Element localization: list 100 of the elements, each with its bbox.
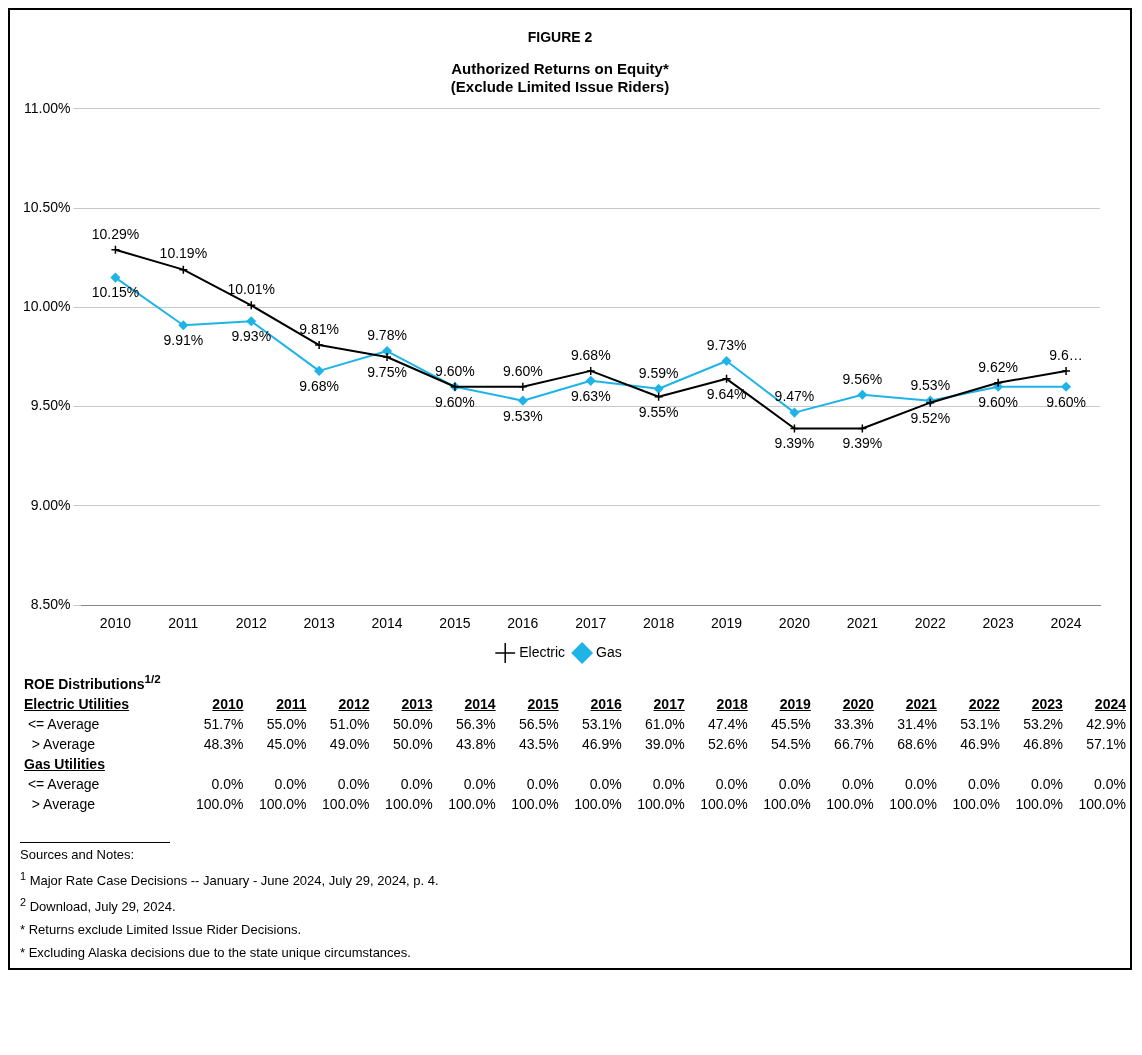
x-tick-label: 2020 bbox=[841, 694, 875, 714]
data-label: 100.0% bbox=[384, 794, 434, 814]
x-tick-label: 2021 bbox=[846, 615, 879, 632]
data-label: 9.81% bbox=[299, 320, 339, 337]
x-tick-label: 2024 bbox=[1093, 694, 1127, 714]
data-label: 66.7% bbox=[833, 734, 875, 754]
data-label: 0.0% bbox=[1030, 774, 1064, 794]
chart-title: ROE Distributions$^{1/2}$ bbox=[23, 671, 162, 694]
y-tick-label: <= Average bbox=[26, 774, 101, 794]
data-label: 47.4% bbox=[707, 714, 749, 734]
data-label: 39.0% bbox=[644, 734, 686, 754]
data-label: 50.0% bbox=[391, 734, 434, 754]
data-label: 9.53% bbox=[502, 407, 543, 424]
data-label: 0.0% bbox=[777, 774, 812, 794]
x-tick-label: 2019 bbox=[778, 694, 812, 714]
source-note: Sources and Notes: bbox=[20, 846, 136, 862]
data-label: 48.3% bbox=[202, 734, 245, 754]
data-label: 31.4% bbox=[896, 714, 938, 734]
data-label: 0.0% bbox=[399, 774, 434, 794]
y-tick-label: > Average bbox=[30, 734, 96, 754]
x-tick-label: 2020 bbox=[778, 615, 811, 632]
data-label: 9.39% bbox=[842, 435, 883, 452]
x-tick-label: 2017 bbox=[652, 694, 686, 714]
data-label: 10.01% bbox=[227, 281, 275, 298]
data-label: 100.0% bbox=[1014, 794, 1064, 814]
data-label: 9.60% bbox=[435, 362, 475, 379]
data-label: 9.93% bbox=[231, 328, 272, 345]
x-tick-label: 2017 bbox=[575, 615, 607, 632]
data-label: 100.0% bbox=[699, 794, 749, 814]
y-tick-label: 9.00% bbox=[30, 496, 71, 513]
data-label: 49.0% bbox=[328, 734, 371, 754]
data-label: 46.9% bbox=[959, 734, 1001, 754]
data-label: 43.8% bbox=[454, 734, 497, 754]
y-tick-label: 10.00% bbox=[23, 298, 71, 315]
legend-label: Electric bbox=[519, 643, 566, 660]
x-tick-label: 2018 bbox=[643, 615, 675, 632]
text: $^{1}$ Major Rate Case Decisions -- January - June 2024, July 29, 2024, p. 4. bbox=[20, 869, 440, 888]
x-tick-label: 2011 bbox=[275, 694, 308, 714]
x-tick-label: 2022 bbox=[914, 615, 947, 632]
data-label: 10.29% bbox=[91, 225, 140, 242]
x-tick-label: 2014 bbox=[463, 694, 497, 714]
data-label: 9.63% bbox=[570, 387, 611, 404]
x-tick-label: 2011 bbox=[168, 615, 199, 632]
data-label: 9.59% bbox=[638, 364, 679, 381]
data-label: 46.9% bbox=[581, 734, 623, 754]
y-tick-label: 8.50% bbox=[30, 596, 71, 613]
data-label: 45.5% bbox=[770, 714, 812, 734]
data-label: 0.0% bbox=[840, 774, 875, 794]
data-label: 9.73% bbox=[706, 336, 747, 353]
x-tick-label: 2022 bbox=[967, 694, 1001, 714]
x-tick-label: 2014 bbox=[371, 615, 403, 632]
data-label: 0.0% bbox=[588, 774, 623, 794]
data-label: 42.9% bbox=[1085, 714, 1127, 734]
data-label: 53.1% bbox=[959, 714, 1001, 734]
data-label: 9.64% bbox=[706, 385, 747, 402]
data-label: 9.78% bbox=[367, 326, 407, 343]
chart-title: FIGURE 2 bbox=[527, 29, 593, 46]
y-tick-label: Gas Utilities bbox=[23, 754, 106, 774]
x-tick-label: 2016 bbox=[507, 615, 539, 632]
data-label: 54.5% bbox=[770, 734, 812, 754]
data-label: 100.0% bbox=[636, 794, 686, 814]
data-label: 53.2% bbox=[1022, 714, 1064, 734]
x-tick-label: 2023 bbox=[1030, 694, 1064, 714]
data-label: 100.0% bbox=[762, 794, 812, 814]
x-tick-label: 2021 bbox=[904, 694, 938, 714]
x-tick-label: 2015 bbox=[526, 694, 560, 714]
text: * Returns exclude Limited Issue Rider Decisions. bbox=[20, 922, 303, 938]
data-label: 46.8% bbox=[1022, 734, 1064, 754]
x-tick-label: 2016 bbox=[589, 694, 623, 714]
data-label: 100.0% bbox=[258, 794, 308, 814]
data-label: 0.0% bbox=[966, 774, 1001, 794]
y-tick-label: 11.00% bbox=[24, 99, 71, 116]
data-label: 0.0% bbox=[462, 774, 497, 794]
y-tick-label: Electric Utilities bbox=[23, 694, 131, 714]
x-tick-label: 2012 bbox=[235, 615, 268, 632]
data-label: 100.0% bbox=[573, 794, 623, 814]
y-tick-label: > Average bbox=[30, 794, 96, 814]
data-label: 56.5% bbox=[517, 714, 560, 734]
data-label: 9.68% bbox=[299, 377, 339, 394]
x-tick-label: 2024 bbox=[1050, 615, 1082, 632]
x-tick-label: 2015 bbox=[439, 615, 471, 632]
data-label: 0.0% bbox=[903, 774, 938, 794]
data-label: 9.56% bbox=[842, 370, 883, 387]
data-label: 51.7% bbox=[202, 714, 245, 734]
data-label: 53.1% bbox=[581, 714, 623, 734]
data-label: 9.60% bbox=[502, 362, 543, 379]
data-label: 9.60% bbox=[978, 393, 1018, 410]
data-label: 9.68% bbox=[570, 346, 611, 363]
x-tick-label: 2010 bbox=[211, 694, 245, 714]
data-label: 33.3% bbox=[833, 714, 875, 734]
text: * Excluding Alaska decisions due to the state unique circumstances. bbox=[20, 945, 412, 961]
data-label: 9.91% bbox=[163, 332, 204, 349]
y-tick-label: 10.50% bbox=[23, 198, 71, 215]
data-label: 9.53% bbox=[910, 376, 951, 393]
data-label: 100.0% bbox=[825, 794, 875, 814]
data-label: 55.0% bbox=[265, 714, 308, 734]
data-label: 100.0% bbox=[195, 794, 245, 814]
data-label: 0.0% bbox=[336, 774, 371, 794]
data-label: 10.19% bbox=[159, 245, 208, 262]
x-tick-label: 2019 bbox=[710, 615, 743, 632]
